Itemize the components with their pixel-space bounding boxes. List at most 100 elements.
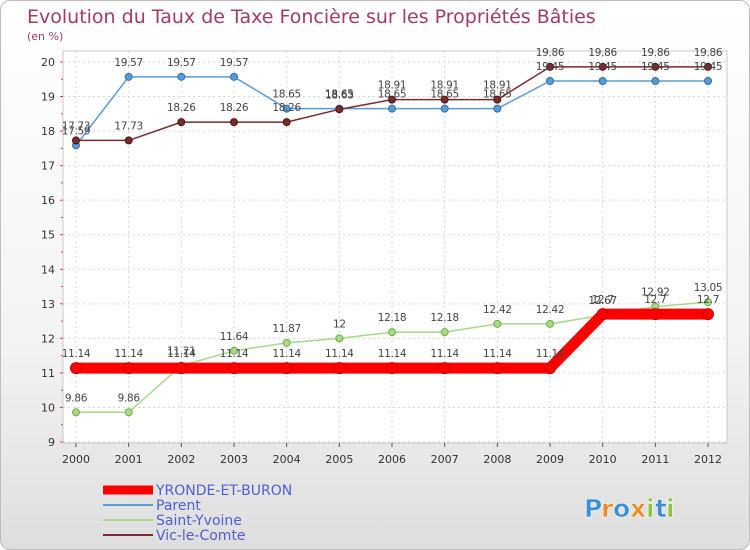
data-label-vic-le-comte: 19.86 xyxy=(588,47,617,59)
data-label-yronde-et-buron: 12.7 xyxy=(592,294,614,306)
x-tick-label: 2000 xyxy=(62,453,90,466)
logo-letter: i xyxy=(666,494,675,523)
data-label-saint-yvoine: 13.05 xyxy=(694,282,723,294)
data-point-vic-le-comte xyxy=(493,95,502,104)
data-label-saint-yvoine: 12.92 xyxy=(641,287,670,299)
x-tick-label: 2003 xyxy=(220,453,248,466)
plot-area xyxy=(62,50,728,444)
data-point-saint-yvoine xyxy=(546,319,554,328)
data-label-yronde-et-buron: 11.14 xyxy=(378,348,407,360)
data-point-vic-le-comte xyxy=(72,136,80,145)
logo-letter: x xyxy=(630,494,646,523)
data-label-vic-le-comte: 18.26 xyxy=(167,102,196,114)
data-label-saint-yvoine: 12 xyxy=(333,318,346,330)
data-label-parent: 18.65 xyxy=(430,89,459,101)
logo-letter: i xyxy=(646,494,655,523)
y-tick-label: 17 xyxy=(41,160,55,173)
data-label-vic-le-comte: 19.86 xyxy=(694,47,723,59)
chart-subtitle: (en %) xyxy=(27,30,63,43)
logo-letter: t xyxy=(655,494,667,523)
logo-letter: r xyxy=(601,494,614,523)
y-tick-label: 10 xyxy=(41,401,55,414)
data-label-saint-yvoine: 11.87 xyxy=(272,323,301,335)
y-tick-label: 19 xyxy=(41,91,55,104)
data-point-parent xyxy=(124,72,133,81)
legend-label-vic-le-comte: Vic-le-Comte xyxy=(156,528,246,544)
legend: YRONDE-ET-BURONParentSaint-YvoineVic-le-… xyxy=(103,483,292,544)
series-group xyxy=(70,62,714,417)
data-point-yronde-et-buron xyxy=(122,362,135,375)
x-tick-label: 2002 xyxy=(167,453,195,466)
data-point-saint-yvoine xyxy=(335,334,344,343)
data-label-yronde-et-buron: 11.14 xyxy=(272,348,301,360)
data-point-saint-yvoine xyxy=(440,328,449,337)
x-tick-label: 2012 xyxy=(694,453,722,466)
data-label-vic-le-comte: 18.91 xyxy=(430,80,459,92)
data-label-vic-le-comte: 18.26 xyxy=(272,102,301,114)
data-label-parent: 19.45 xyxy=(641,61,670,73)
data-label-yronde-et-buron: 11.14 xyxy=(167,348,196,360)
x-tick-label: 2001 xyxy=(115,453,143,466)
data-point-vic-le-comte xyxy=(598,62,607,71)
data-point-parent xyxy=(704,77,712,85)
y-tick-label: 12 xyxy=(41,332,55,345)
data-point-parent xyxy=(440,104,449,113)
data-label-yronde-et-buron: 11.14 xyxy=(430,348,459,360)
data-point-vic-le-comte xyxy=(388,95,396,104)
x-tick-label: 2005 xyxy=(325,453,353,466)
x-tick-label: 2007 xyxy=(431,453,459,466)
data-point-vic-le-comte xyxy=(651,62,660,71)
data-label-parent: 19.57 xyxy=(220,57,249,69)
data-label-vic-le-comte: 17.73 xyxy=(62,120,91,132)
data-label-parent: 19.57 xyxy=(167,57,196,69)
data-label-parent: 18.65 xyxy=(272,89,301,101)
data-point-yronde-et-buron xyxy=(491,362,504,375)
data-point-vic-le-comte xyxy=(282,118,291,127)
data-point-parent xyxy=(651,77,660,85)
data-label-yronde-et-buron: 12.7 xyxy=(644,294,666,306)
data-point-vic-le-comte xyxy=(546,62,554,71)
data-point-saint-yvoine xyxy=(72,408,80,417)
data-point-parent xyxy=(282,104,291,113)
legend-label-saint-yvoine: Saint-Yvoine xyxy=(156,513,242,529)
data-point-yronde-et-buron xyxy=(544,362,556,375)
data-point-saint-yvoine xyxy=(124,408,133,417)
data-label-saint-yvoine: 11.64 xyxy=(220,331,249,343)
x-tick-label: 2011 xyxy=(641,453,669,466)
data-point-parent xyxy=(177,72,186,81)
data-label-parent: 19.57 xyxy=(114,57,143,69)
data-point-yronde-et-buron xyxy=(702,308,714,321)
data-point-vic-le-comte xyxy=(704,62,712,71)
data-labels: 17.59 19.57 19.57 19.57 18.65 18.65 18.65 18.65… xyxy=(62,47,723,404)
y-tick-label: 20 xyxy=(41,56,55,69)
data-label-yronde-et-buron: 11.14 xyxy=(536,348,565,360)
y-tick-label: 15 xyxy=(41,229,55,242)
data-point-yronde-et-buron xyxy=(649,308,662,321)
data-label-parent: 17.59 xyxy=(62,125,91,137)
data-point-parent xyxy=(598,77,607,85)
data-label-yronde-et-buron: 12.7 xyxy=(697,294,719,306)
data-point-yronde-et-buron xyxy=(280,362,293,375)
x-tick-label: 2004 xyxy=(273,453,301,466)
axes: 9 10 11 12 13 14 15 16 17 18 19 20 2000 2001 2002 2003 2… xyxy=(41,56,722,466)
data-point-parent xyxy=(493,104,502,113)
data-point-yronde-et-buron xyxy=(596,308,609,321)
data-point-vic-le-comte xyxy=(335,105,344,114)
y-tick-label: 14 xyxy=(41,263,55,276)
x-tick-label: 2010 xyxy=(589,453,617,466)
data-point-yronde-et-buron xyxy=(438,362,451,375)
data-label-saint-yvoine: 9.86 xyxy=(65,392,88,404)
data-label-vic-le-comte: 19.86 xyxy=(641,47,670,59)
y-tick-label: 16 xyxy=(41,194,55,207)
data-label-vic-le-comte: 18.91 xyxy=(378,80,407,92)
data-label-vic-le-comte: 19.86 xyxy=(536,47,565,59)
data-point-vic-le-comte xyxy=(124,136,133,145)
chart-title: Evolution du Taux de Taxe Foncière sur l… xyxy=(27,6,596,28)
logo-letter: o xyxy=(613,494,630,523)
y-tick-label: 11 xyxy=(41,367,55,380)
data-point-saint-yvoine xyxy=(282,338,291,347)
data-label-saint-yvoine: 9.86 xyxy=(118,392,141,404)
data-label-yronde-et-buron: 11.14 xyxy=(325,348,354,360)
